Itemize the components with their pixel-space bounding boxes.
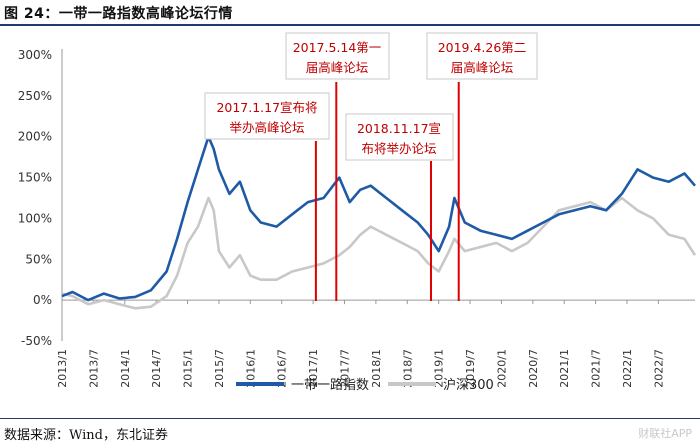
annotation-box-2: 2017.5.14第一 届高峰论坛: [285, 32, 390, 80]
y-tick-label: 50%: [25, 252, 52, 266]
series-line-belt-road: [61, 135, 696, 302]
x-tick-label: 2022/7: [652, 349, 665, 388]
y-tick-label: 0%: [33, 293, 52, 307]
annotations: 2017.1.17宣布将 举办高峰论坛 2017.5.14第一 届高峰论坛 20…: [204, 32, 538, 161]
x-tick-label: 2018/7: [401, 349, 414, 388]
annotation-4-line1: 2019.4.26第二: [438, 40, 527, 55]
y-tick-label: 100%: [18, 211, 52, 225]
event-lines: [314, 82, 460, 301]
annotation-3-line1: 2018.11.17宣: [357, 121, 441, 136]
x-tick-label: 2016/1: [244, 349, 257, 388]
x-tick-label: 2013/1: [56, 349, 69, 388]
source-note: 数据来源：Wind，东北证券: [4, 428, 168, 443]
watermark: 财联社APP: [638, 427, 692, 440]
annotation-box-4: 2019.4.26第二 届高峰论坛: [426, 32, 538, 80]
x-tick-label: 2019/1: [433, 349, 446, 388]
x-tick-label: 2013/7: [87, 349, 100, 388]
annotation-1-line2: 举办高峰论坛: [229, 120, 304, 135]
title-rule: [0, 24, 700, 26]
x-tick-label: 2017/7: [338, 349, 351, 388]
x-tick-label: 2014/1: [119, 349, 132, 388]
bottom-rule: [0, 418, 700, 419]
series-group: [61, 135, 697, 310]
x-tick-label: 2015/7: [213, 349, 226, 388]
y-tick-label: 250%: [18, 89, 52, 103]
legend: 一带一路指数 沪深300: [236, 377, 494, 393]
annotation-1-line1: 2017.1.17宣布将: [216, 100, 317, 115]
y-tick-label: 200%: [18, 130, 52, 144]
x-tick-label: 2014/7: [150, 349, 163, 388]
x-tick-label: 2021/1: [558, 349, 571, 388]
figure-title: 图 24：一带一路指数高峰论坛行情: [4, 6, 233, 22]
x-tick-label: 2016/7: [276, 349, 289, 388]
y-axis: 300% 250% 200% 150% 100% 50% 0% -50%: [18, 48, 63, 348]
x-axis: 2013/1 2013/7 2014/1 2014/7 2015/1 2015/7 2016…: [56, 299, 695, 388]
legend-label-series1: 一带一路指数: [291, 377, 369, 393]
x-tick-label: 2018/1: [370, 349, 383, 388]
y-tick-label: 300%: [18, 48, 52, 62]
series-line-hs300: [61, 196, 697, 310]
annotation-4-line2: 届高峰论坛: [451, 60, 514, 75]
y-tick-label: -50%: [21, 334, 52, 348]
annotation-box-1: 2017.1.17宣布将 举办高峰论坛: [204, 92, 330, 140]
x-tick-label: 2020/1: [495, 349, 508, 388]
legend-label-series2: 沪深300: [443, 377, 494, 393]
annotation-3-line2: 布将举办论坛: [361, 141, 436, 156]
x-tick-label: 2021/7: [590, 349, 603, 388]
x-tick-label: 2019/7: [464, 349, 477, 388]
annotation-2-line2: 届高峰论坛: [306, 60, 369, 75]
x-tick-label: 2020/7: [527, 349, 540, 388]
x-tick-label: 2017/1: [307, 349, 320, 388]
annotation-2-line1: 2017.5.14第一: [293, 40, 382, 55]
annotation-box-3: 2018.11.17宣 布将举办论坛: [345, 113, 454, 161]
x-tick-label: 2022/1: [621, 349, 634, 388]
x-tick-label: 2015/1: [182, 349, 195, 388]
y-tick-label: 150%: [18, 171, 52, 185]
